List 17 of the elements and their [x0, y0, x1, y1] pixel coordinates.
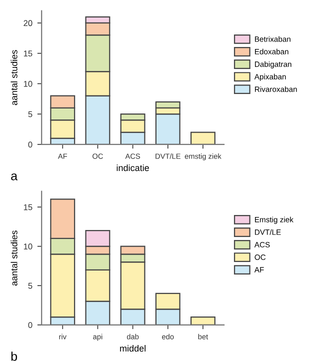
- y-tick-label: 15: [24, 204, 32, 210]
- text: b: [11, 352, 18, 361]
- bar: [190, 132, 216, 144]
- y-tick-label: 5: [28, 282, 32, 289]
- x-axis-title: indicatie: [116, 164, 149, 172]
- y-axis-title: aantal studies: [10, 50, 18, 106]
- y-axis-title: aantal studies: [10, 230, 18, 286]
- y-tick-label: 5: [28, 111, 32, 118]
- y-tick-label: 10: [24, 244, 32, 250]
- y-tick-label: 0: [28, 142, 32, 148]
- y-tick-label: 10: [24, 80, 32, 87]
- bar: [190, 316, 216, 325]
- y-tick-label: 15: [24, 50, 32, 56]
- y-tick-label: 20: [24, 20, 32, 26]
- x-axis-title: middel: [120, 344, 146, 352]
- y-tick-label: 0: [28, 322, 32, 328]
- text: a: [11, 173, 18, 180]
